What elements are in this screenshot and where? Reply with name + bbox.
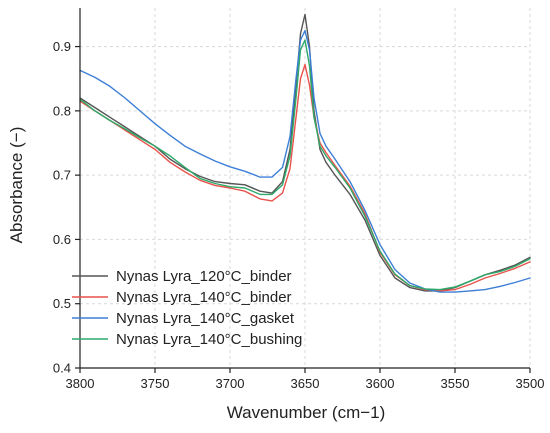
legend-label-2: Nynas Lyra_140°C_binder [116, 289, 292, 306]
y-tick-label: 0.9 [53, 39, 71, 54]
x-tick-label: 3700 [216, 376, 245, 391]
y-tick-label: 0.4 [53, 361, 71, 376]
x-tick-label: 3750 [141, 376, 170, 391]
series-line-2 [79, 63, 531, 292]
y-tick-label: 0.5 [53, 296, 71, 311]
series-line-4 [79, 39, 531, 291]
x-axis-title: Wavenumber (cm−1) [227, 403, 386, 422]
series-lines [79, 13, 531, 293]
grid [79, 8, 531, 369]
y-tick-label: 0.7 [53, 168, 71, 183]
series-line-3 [79, 29, 531, 293]
y-tick-label: 0.6 [53, 232, 71, 247]
x-tick-label: 3600 [366, 376, 395, 391]
x-tick-label: 3500 [516, 376, 545, 391]
x-tick-label: 3650 [291, 376, 320, 391]
y-axis-title: Absorbance (−) [7, 127, 26, 244]
legend: Nynas Lyra_120°C_binder Nynas Lyra_140°C_… [72, 268, 302, 348]
x-tick-label: 3550 [441, 376, 470, 391]
legend-label-3: Nynas Lyra_140°C_gasket [116, 310, 295, 327]
legend-label-1: Nynas Lyra_120°C_binder [116, 268, 292, 285]
x-tick-label: 3800 [66, 376, 95, 391]
legend-label-4: Nynas Lyra_140°C_bushing [116, 331, 302, 348]
ticks: 3800 3750 3700 3650 3600 3550 3500 0.4 0.5 0.6 0.7… [53, 39, 545, 391]
y-tick-label: 0.8 [53, 103, 71, 118]
